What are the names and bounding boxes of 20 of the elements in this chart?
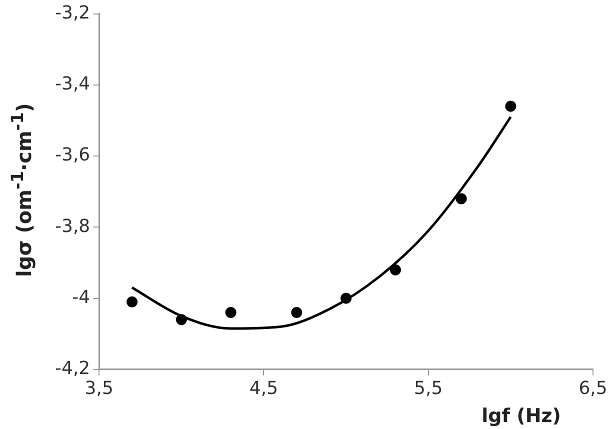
x-tick-label: 3,5 [84,378,114,399]
y-tick-label: -3,6 [54,144,90,166]
x-tick-label: 4,5 [249,378,278,399]
point [126,296,138,308]
point [225,307,236,318]
x-tick-label: 6,5 [578,378,608,399]
y-tick-label: -3,4 [54,74,90,95]
y-tick-label: -4,2 [54,358,90,380]
point [390,264,401,276]
line-series [130,116,512,330]
y-tick-label: -3,2 [54,2,90,24]
point [456,193,467,204]
y-tick-label: -3,8 [54,216,90,237]
point [291,307,302,318]
x-axis-title: lgf (Hz) [482,405,561,427]
point [340,292,352,304]
x-tick-label: 5,5 [414,378,443,399]
point [505,100,516,112]
point [176,314,187,326]
y-tick-label: -4 [72,286,90,308]
